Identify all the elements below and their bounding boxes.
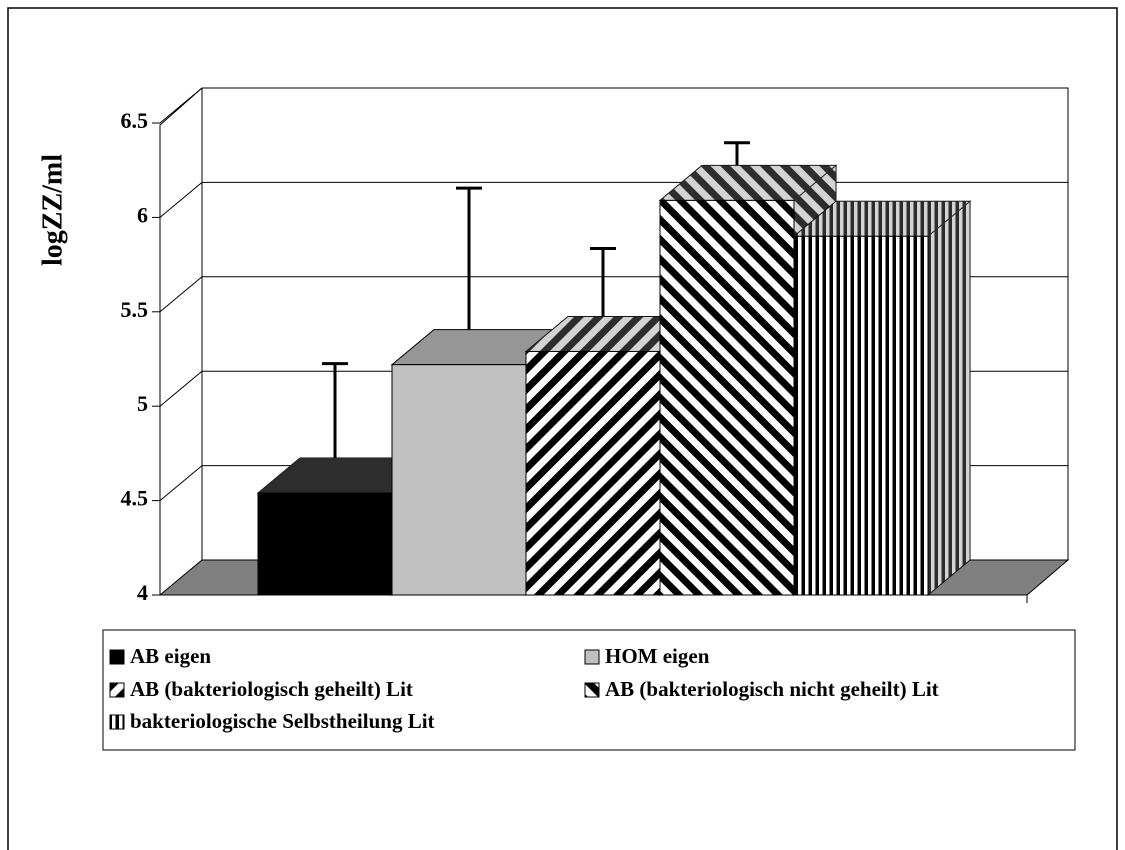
y-tick-label: 6.5 (121, 108, 149, 133)
bar-top-shade (794, 201, 970, 237)
error-bar (590, 246, 616, 317)
y-axis-title: logZZ/ml (37, 154, 68, 266)
bar-side-shade (928, 201, 970, 595)
legend-label: AB eigen (130, 644, 211, 668)
y-tick-label: 4 (137, 580, 148, 605)
legend-swatch (109, 714, 125, 730)
legend-label: HOM eigen (605, 644, 710, 668)
grid-line (159, 87, 203, 124)
grid-line (159, 182, 203, 218)
page-frame (7, 7, 1118, 850)
legend-swatch (109, 649, 125, 665)
legend-swatch (584, 649, 600, 665)
error-bar (322, 362, 348, 459)
legend-swatch (584, 682, 600, 698)
bar-top-shade (526, 316, 702, 352)
legend-label: bakteriologische Selbstheilung Lit (130, 709, 435, 733)
grid-line (159, 465, 203, 501)
legend-label: AB (bakteriologisch nicht geheilt) Lit (605, 677, 939, 701)
bar-top-shade (258, 458, 434, 494)
bar-top-shade (660, 165, 836, 201)
grid-line (159, 370, 203, 407)
grid-line (159, 276, 203, 313)
bar (257, 492, 393, 596)
error-bar (456, 186, 482, 330)
bar (525, 350, 661, 596)
bar (659, 199, 795, 596)
y-tick-label: 4.5 (121, 486, 149, 511)
y-tick-label: 5.5 (121, 297, 149, 322)
legend-swatch (109, 682, 125, 698)
y-tick-label: 5 (137, 391, 148, 416)
bar (793, 235, 929, 596)
legend-label: AB (bakteriologisch geheilt) Lit (130, 677, 413, 701)
y-tick-label: 6 (137, 202, 148, 227)
bar (391, 364, 527, 596)
error-bar (724, 141, 750, 166)
